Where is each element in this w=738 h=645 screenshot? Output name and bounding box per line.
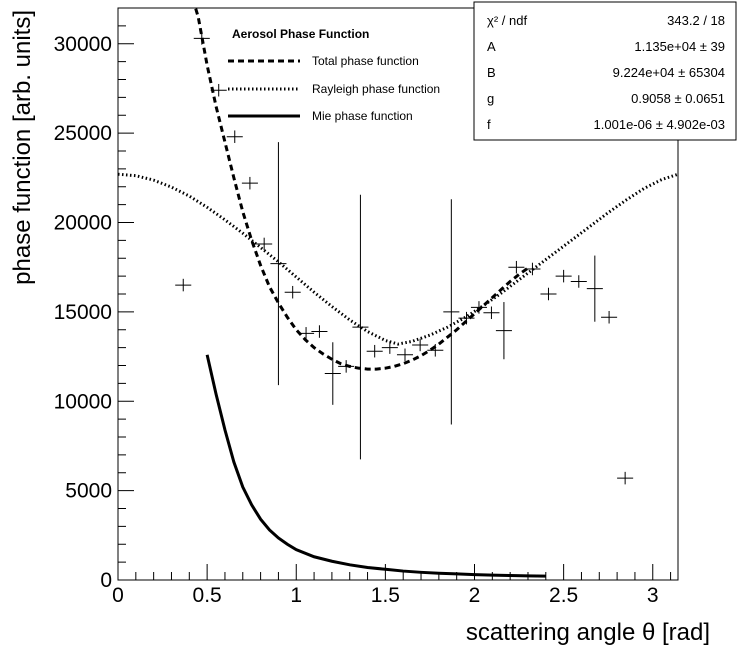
data-point (270, 142, 287, 386)
curve-solid (205, 354, 546, 578)
y-tick-label: 5000 (65, 480, 112, 503)
x-tick-label: 3 (647, 584, 659, 607)
data-point (483, 306, 500, 320)
data-point (458, 311, 475, 325)
stats-box-frame (473, 1, 737, 141)
data-point (338, 360, 355, 373)
legend-label-total: Total phase function (312, 54, 419, 68)
legend: Aerosol Phase Function Total phase funct… (228, 27, 440, 123)
data-point (381, 341, 398, 354)
stats-value-a: 1.135e+04 ± 39 (634, 39, 725, 54)
x-tick-label: 0.5 (193, 584, 222, 607)
data-point (366, 344, 383, 358)
fit-curves (118, 8, 678, 578)
stats-name-f: f (487, 117, 491, 132)
x-tick-label: 2.5 (549, 584, 578, 607)
y-tick-label: 20000 (54, 212, 112, 235)
x-tick-label: 0 (112, 584, 124, 607)
data-point (256, 237, 273, 251)
curve-dotted (118, 172, 678, 346)
data-point (284, 285, 301, 299)
curve-dashed (193, 8, 529, 371)
data-point (555, 269, 572, 283)
y-tick-label: 15000 (54, 301, 112, 324)
data-point (241, 176, 258, 190)
plot-frame (117, 7, 679, 581)
data-point (617, 471, 634, 485)
data-point (443, 199, 460, 425)
data-point (570, 275, 587, 288)
legend-label-mie: Mie phase function (312, 109, 413, 123)
data-point (298, 327, 315, 340)
data-point (226, 130, 243, 143)
y-tick-label: 25000 (54, 122, 112, 145)
data-point (210, 83, 227, 97)
data-point (193, 32, 210, 45)
stats-name-chi2: χ² / ndf (487, 13, 527, 28)
y-tick-label: 0 (100, 569, 112, 592)
x-tick-label: 1.5 (371, 584, 400, 607)
x-tick-label: 1 (290, 584, 302, 607)
data-point (175, 278, 192, 292)
x-tick-label: 2 (469, 584, 481, 607)
fit-stats-box: χ² / ndf 343.2 / 18 A 1.135e+04 ± 39 B 9… (473, 1, 737, 141)
tick-labels: 0 0.5 1 1.5 2 2.5 3 0 5000 10000 15000 20000 25000 30… (54, 33, 659, 607)
stats-value-f: 1.001e-06 ± 4.902e-03 (594, 117, 725, 132)
data-point (470, 301, 487, 314)
data-point (586, 255, 603, 322)
data-point (427, 344, 444, 357)
stats-value-g: 0.9058 ± 0.0651 (631, 91, 725, 106)
y-tick-label: 30000 (54, 33, 112, 56)
data-point (324, 342, 341, 405)
data-point (601, 310, 618, 324)
stats-name-g: g (487, 91, 494, 106)
legend-title: Aerosol Phase Function (232, 27, 369, 41)
stats-name-b: B (487, 65, 496, 80)
legend-label-rayleigh: Rayleigh phase function (312, 82, 440, 96)
y-tick-label: 10000 (54, 390, 112, 413)
data-point (352, 194, 369, 460)
data-point (311, 325, 328, 338)
data-point (540, 287, 557, 301)
stats-value-b: 9.224e+04 ± 65304 (613, 65, 725, 80)
data-point (412, 338, 429, 352)
data-point (508, 260, 525, 274)
data-points (175, 32, 634, 485)
stats-name-a: A (487, 39, 496, 54)
stats-value-chi2: 343.2 / 18 (667, 13, 725, 28)
data-point (495, 302, 512, 360)
x-axis-title: scattering angle θ [rad] (466, 619, 710, 645)
data-point (396, 348, 414, 362)
data-point (524, 262, 541, 276)
y-axis-title: phase function [arb. units] (9, 10, 36, 285)
